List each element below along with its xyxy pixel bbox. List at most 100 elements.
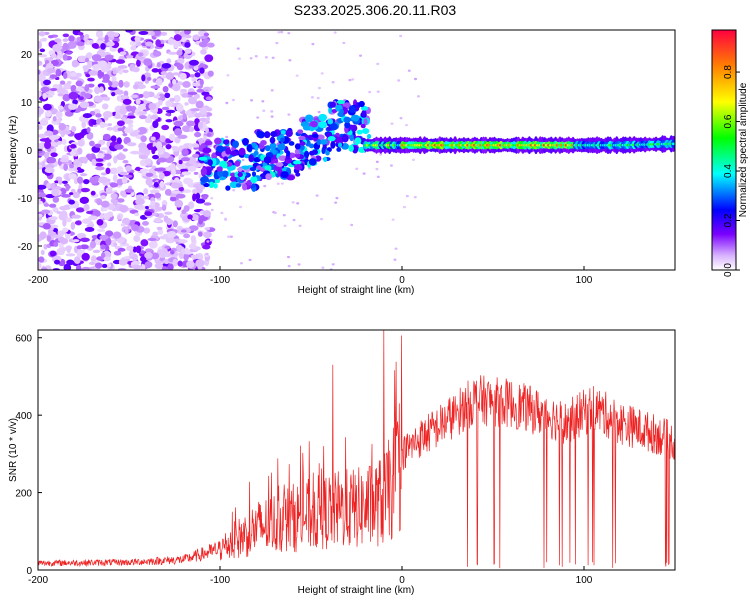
- spectrogram-cell: [102, 73, 110, 82]
- spectrogram-cell: [177, 134, 188, 139]
- spectrogram-cell: [112, 231, 122, 239]
- spectrogram-cell: [226, 74, 230, 77]
- spectrogram-cell: [287, 31, 291, 35]
- spectrogram-cell: [76, 41, 85, 47]
- spectrogram-cell: [130, 45, 137, 51]
- spectrogram-cell: [88, 215, 98, 221]
- spectrogram-cell: [161, 63, 172, 69]
- spectrogram-cell: [85, 73, 91, 78]
- spectrogram-cell: [63, 263, 72, 270]
- spectrogram-cell: [330, 141, 336, 149]
- spectrogram-cell: [105, 230, 114, 237]
- snr-y-ticks: 0 200 400 600: [15, 334, 42, 577]
- spectrogram-cell: [232, 189, 236, 192]
- spectrogram-cell: [316, 96, 320, 100]
- spectrogram-cell: [94, 143, 102, 148]
- spectrogram-cell: [275, 41, 279, 45]
- spectrogram-cell: [251, 183, 256, 189]
- spectrogram-cell: [293, 160, 302, 165]
- spectrogram-cell: [375, 160, 379, 164]
- spectrogram-cell: [83, 203, 90, 211]
- spectrogram-cell: [91, 119, 98, 126]
- spectrogram-x-tick-label: 0: [399, 275, 405, 286]
- spectrogram-cell: [205, 96, 213, 101]
- spectrogram-cell: [65, 217, 72, 223]
- spectrogram-cell: [114, 144, 124, 150]
- spectrogram-cell: [184, 102, 189, 106]
- spectrogram-cell: [225, 135, 229, 139]
- spectrogram-cell: [312, 133, 319, 138]
- spectrogram-cell: [53, 241, 59, 247]
- spectrogram-cell: [42, 223, 51, 230]
- spectrogram-cell: [92, 209, 101, 217]
- spectrogram-cell: [296, 202, 300, 205]
- spectrogram-cell: [348, 105, 356, 113]
- spectrogram-cell: [250, 99, 254, 102]
- spectrogram-cell: [170, 182, 181, 189]
- spectrogram-cell: [316, 139, 322, 146]
- spectrogram-cell: [178, 159, 183, 165]
- spectrogram-cell: [325, 150, 330, 156]
- spectrogram-cell: [210, 86, 214, 89]
- spectrogram-cell: [671, 142, 675, 146]
- spectrogram-cell: [314, 155, 322, 162]
- spectrogram-cell: [72, 239, 80, 243]
- spectrogram-cell: [143, 58, 153, 67]
- spectrogram-cell: [359, 54, 363, 57]
- spectrogram-cell: [50, 183, 56, 190]
- spectrogram-cell: [358, 100, 365, 108]
- spectrogram-cell: [46, 182, 52, 189]
- spectrogram-cell: [202, 244, 211, 250]
- spectrogram-cell: [204, 140, 213, 146]
- spectrogram-cell: [263, 131, 271, 139]
- spectrogram-cell: [239, 205, 243, 209]
- snr-x-tick-label: -200: [28, 575, 48, 586]
- spectrogram-cell: [154, 206, 164, 211]
- spectrogram-cell: [111, 92, 116, 97]
- spectrogram-cell: [46, 235, 52, 242]
- spectrogram-cell: [193, 183, 202, 189]
- spectrogram-cell: [355, 167, 359, 171]
- spectrogram-cell: [70, 143, 77, 149]
- spectrogram-cell: [86, 127, 91, 134]
- spectrogram-cell: [102, 111, 113, 118]
- spectrogram-cell: [94, 86, 101, 95]
- spectrogram-cell: [135, 98, 141, 105]
- spectrogram-cell: [379, 153, 383, 156]
- spectrogram-cell: [148, 168, 155, 174]
- spectrogram-cell: [286, 174, 296, 181]
- spectrogram-cell: [38, 69, 41, 75]
- spectrogram-cell: [38, 262, 42, 270]
- spectrogram-cell: [66, 80, 72, 85]
- spectrogram-cell: [172, 258, 178, 267]
- spectrogram-cell: [336, 147, 342, 152]
- spectrogram-cell: [287, 113, 291, 116]
- spectrogram-cell: [65, 185, 71, 190]
- spectrogram-cell: [101, 252, 106, 260]
- spectrogram-cell: [105, 237, 112, 246]
- spectrogram-cell: [54, 259, 61, 265]
- spectrogram-cell: [70, 188, 76, 193]
- spectrogram-cell: [143, 227, 151, 234]
- spectrogram-cell: [333, 31, 337, 34]
- spectrogram-cell: [82, 156, 88, 164]
- spectrogram-cell: [220, 211, 224, 215]
- spectrogram-cell: [348, 78, 352, 82]
- spectrogram-cell: [308, 158, 317, 166]
- spectrogram-cell: [203, 32, 210, 37]
- spectrogram-cell: [150, 85, 161, 89]
- spectrogram-cell: [331, 263, 335, 266]
- spectrogram-cell: [65, 51, 73, 55]
- spectrogram-cell: [229, 235, 233, 238]
- spectrogram-cell: [172, 78, 177, 86]
- spectrogram-cell: [183, 247, 190, 255]
- spectrogram-cell: [116, 120, 125, 127]
- spectrogram-cell: [193, 93, 200, 99]
- spectrogram-cell: [286, 150, 291, 157]
- spectrogram-cell: [205, 107, 213, 112]
- spectrogram-cell: [132, 246, 137, 253]
- spectrogram-cell: [119, 107, 128, 115]
- spectrogram-cell: [176, 63, 184, 71]
- spectrogram-cell: [159, 180, 165, 189]
